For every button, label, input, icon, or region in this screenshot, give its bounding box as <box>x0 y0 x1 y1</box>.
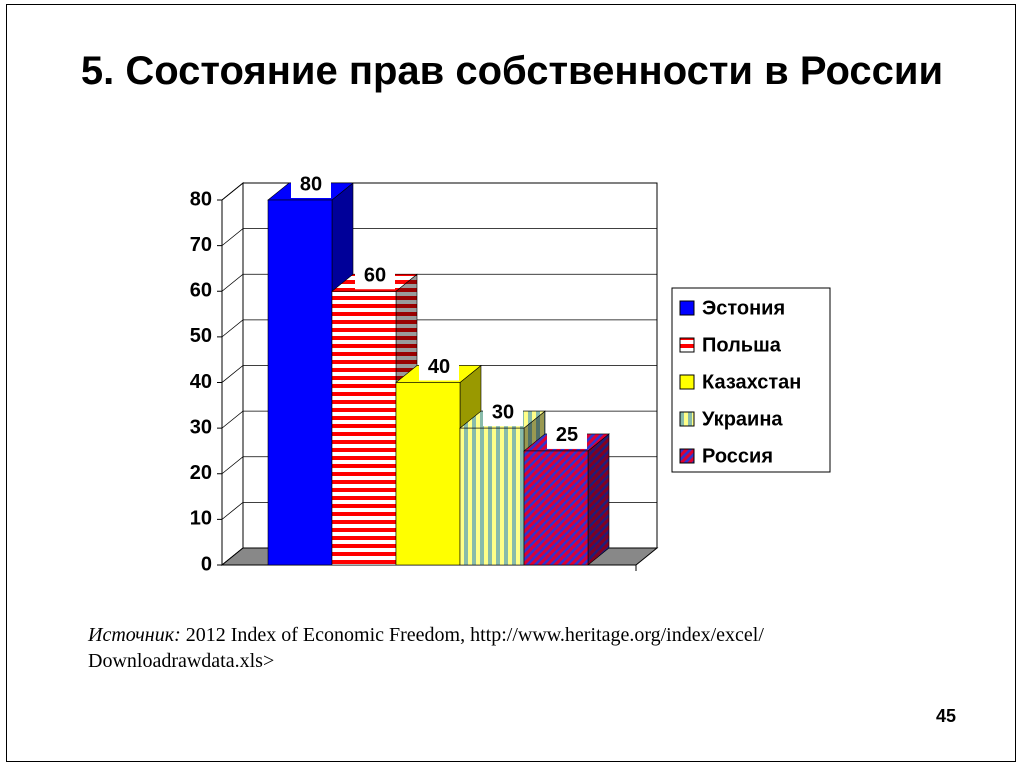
y-tick-label: 10 <box>190 508 212 530</box>
legend-label: Эстония <box>702 297 785 319</box>
bar <box>267 199 333 566</box>
legend-label: Польша <box>702 334 782 356</box>
y-tick-label: 50 <box>190 325 212 347</box>
data-label-box <box>419 352 459 381</box>
grid-line <box>221 228 657 246</box>
data-label: 30 <box>492 401 514 423</box>
bar-side-shade <box>588 433 609 565</box>
y-tick-label: 20 <box>190 462 212 484</box>
legend-swatch <box>679 411 695 427</box>
data-label: 80 <box>300 173 322 195</box>
y-tick-label: 70 <box>190 234 212 256</box>
legend-swatch <box>679 337 695 353</box>
source-line: Downloadrawdata.xls> <box>88 650 275 672</box>
legend-box <box>671 287 831 473</box>
data-label-box <box>355 261 395 290</box>
y-tick-label: 0 <box>201 553 212 575</box>
y-tick-label: 80 <box>190 188 212 210</box>
bar <box>459 427 525 566</box>
y-tick-label: 60 <box>190 280 212 302</box>
source: Источник: 2012 Index of Economic Freedom… <box>88 622 948 674</box>
legend-label: Казахстан <box>702 371 801 393</box>
legend-swatch <box>679 448 695 464</box>
grid-line <box>221 365 657 383</box>
page-number: 45 <box>936 706 957 726</box>
bar <box>395 382 461 566</box>
y-tick-label: 30 <box>190 416 212 438</box>
source-line: 2012 Index of Economic Freedom, http://w… <box>185 624 764 646</box>
bar <box>523 450 589 566</box>
legend-label: Украина <box>702 408 783 430</box>
grid-line <box>221 273 657 292</box>
source-label: Источник: <box>88 624 181 646</box>
legend-swatch <box>679 300 695 316</box>
data-label-box <box>483 398 523 427</box>
legend-label: Россия <box>702 445 773 467</box>
slide-title: 5. Состояние прав собственности в России <box>80 49 944 93</box>
data-label-box <box>291 170 331 198</box>
legend-swatch <box>679 374 695 390</box>
data-label: 60 <box>364 265 386 287</box>
data-label: 40 <box>428 356 450 378</box>
grid-line <box>221 319 657 338</box>
bar <box>331 290 397 566</box>
data-label-box <box>547 420 587 449</box>
y-tick-label: 40 <box>190 371 212 393</box>
slide-frame <box>6 4 1016 762</box>
grid-line <box>221 182 657 201</box>
data-label: 25 <box>556 424 578 446</box>
